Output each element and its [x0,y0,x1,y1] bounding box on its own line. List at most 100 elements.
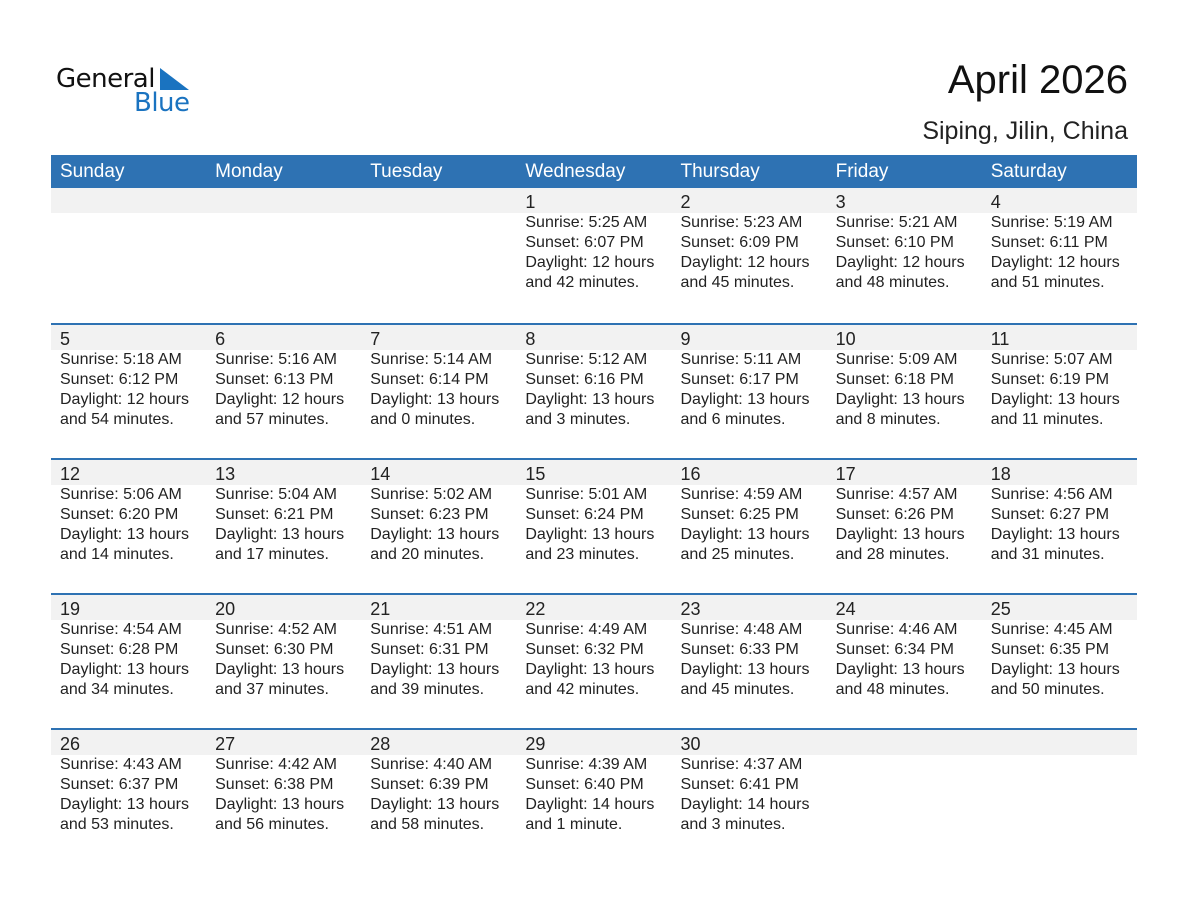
day-number: 21 [370,599,391,619]
sunset-text: Sunset: 6:16 PM [525,371,644,388]
day-number: 8 [525,329,536,349]
weekday-friday: Friday [835,161,889,182]
sunset-text: Sunset: 6:14 PM [370,371,489,388]
daylight-minutes-text: and 8 minutes. [835,411,941,428]
day-number: 16 [680,464,701,484]
sunset-text: Sunset: 6:18 PM [835,371,954,388]
sunrise-text: Sunrise: 5:12 AM [525,351,648,368]
sunrise-text: Sunrise: 5:11 AM [680,351,802,368]
daylight-minutes-text: and 37 minutes. [215,681,329,698]
day-number: 25 [990,599,1011,619]
day-number: 28 [370,734,391,754]
weekday-sunday: Sunday [60,161,125,182]
daylight-minutes-text: and 20 minutes. [370,546,485,563]
sunset-text: Sunset: 6:25 PM [680,506,799,523]
weekday-saturday: Saturday [990,161,1067,182]
sunset-text: Sunset: 6:30 PM [215,641,334,658]
daylight-text: Daylight: 13 hours [835,526,965,543]
sunset-text: Sunset: 6:34 PM [835,641,954,658]
daylight-text: Daylight: 12 hours [680,254,810,271]
sunrise-text: Sunrise: 5:06 AM [60,486,182,503]
daylight-minutes-text: and 39 minutes. [370,681,485,698]
daylight-text: Daylight: 13 hours [60,526,189,543]
day-cell: 1 Sunrise: 5:25 AM Sunset: 6:07 PM Daylight… [516,188,671,293]
sunset-text: Sunset: 6:28 PM [60,641,179,658]
logo-triangle-icon [160,68,189,90]
daylight-minutes-text: and 3 minutes. [525,411,631,428]
daylight-minutes-text: and 48 minutes. [835,274,950,291]
daylight-text: Daylight: 13 hours [680,391,810,408]
daylight-minutes-text: and 42 minutes. [525,274,640,291]
sunset-text: Sunset: 6:40 PM [525,776,644,793]
day-number: 30 [680,734,701,754]
daylight-minutes-text: and 14 minutes. [60,546,174,563]
day-cell: 26 Sunrise: 4:43 AM Sunset: 6:37 PM Dayligh… [51,730,206,835]
daylight-text: Daylight: 14 hours [680,796,810,813]
page-title: April 2026 [947,58,1128,102]
sunrise-text: Sunrise: 4:51 AM [370,621,493,638]
daylight-minutes-text: and 48 minutes. [835,681,950,698]
sunrise-text: Sunrise: 4:52 AM [215,621,337,638]
daylight-minutes-text: and 23 minutes. [525,546,640,563]
daylight-minutes-text: and 6 minutes. [680,411,786,428]
daylight-text: Daylight: 13 hours [60,796,189,813]
weekday-thursday: Thursday [680,161,760,182]
day-cell: 30 Sunrise: 4:37 AM Sunset: 6:41 PM Dayligh… [672,730,827,835]
day-cell: 19 Sunrise: 4:54 AM Sunset: 6:28 PM Dayligh… [51,595,206,700]
sunset-text: Sunset: 6:38 PM [215,776,334,793]
sunset-text: Sunset: 6:31 PM [370,641,489,658]
sunset-text: Sunset: 6:20 PM [60,506,179,523]
daylight-minutes-text: and 51 minutes. [990,274,1105,291]
daylight-minutes-text: and 56 minutes. [215,816,329,833]
daylight-text: Daylight: 13 hours [370,796,500,813]
day-number: 10 [835,329,856,349]
daylight-text: Daylight: 12 hours [990,254,1120,271]
daylight-text: Daylight: 13 hours [680,526,810,543]
daylight-text: Daylight: 12 hours [215,391,345,408]
daylight-text: Daylight: 13 hours [990,391,1120,408]
empty-cell [982,730,1137,835]
day-cell: 29 Sunrise: 4:39 AM Sunset: 6:40 PM Dayligh… [516,730,671,835]
sunset-text: Sunset: 6:27 PM [990,506,1110,523]
daylight-text: Daylight: 13 hours [835,391,965,408]
sunset-text: Sunset: 6:10 PM [835,234,954,251]
sunrise-text: Sunrise: 5:01 AM [525,486,648,503]
day-cell: 3 Sunrise: 5:21 AM Sunset: 6:10 PM Daylight… [827,188,982,293]
sunrise-text: Sunrise: 5:14 AM [370,351,493,368]
sunset-text: Sunset: 6:13 PM [215,371,334,388]
daylight-text: Daylight: 13 hours [835,661,965,678]
sunset-text: Sunset: 6:17 PM [680,371,799,388]
sunrise-text: Sunrise: 4:54 AM [60,621,182,638]
day-number: 1 [525,192,536,212]
day-cell: 20 Sunrise: 4:52 AM Sunset: 6:30 PM Dayligh… [206,595,361,700]
week-row: 1 Sunrise: 5:25 AM Sunset: 6:07 PM Daylight… [51,188,1137,323]
day-number: 27 [215,734,236,754]
sunrise-text: Sunrise: 5:02 AM [370,486,493,503]
day-cell: 25 Sunrise: 4:45 AM Sunset: 6:35 PM Dayligh… [982,595,1137,700]
day-cell: 6 Sunrise: 5:16 AM Sunset: 6:13 PM Daylight… [206,325,361,430]
daylight-minutes-text: and 45 minutes. [680,681,795,698]
day-cell: 5 Sunrise: 5:18 AM Sunset: 6:12 PM Daylight… [51,325,206,430]
day-cell: 11 Sunrise: 5:07 AM Sunset: 6:19 PM Dayligh… [982,325,1137,430]
day-number: 22 [525,599,546,619]
day-cell: 28 Sunrise: 4:40 AM Sunset: 6:39 PM Dayligh… [361,730,516,835]
sunrise-text: Sunrise: 4:45 AM [990,621,1113,638]
sunset-text: Sunset: 6:41 PM [680,776,799,793]
day-cell: 8 Sunrise: 5:12 AM Sunset: 6:16 PM Daylight… [516,325,671,430]
daylight-minutes-text: and 17 minutes. [215,546,329,563]
daylight-text: Daylight: 13 hours [370,391,500,408]
sunrise-text: Sunrise: 5:25 AM [525,214,648,231]
daylight-text: Daylight: 13 hours [215,661,345,678]
sunset-text: Sunset: 6:37 PM [60,776,179,793]
daylight-minutes-text: and 31 minutes. [990,546,1105,563]
daylight-minutes-text: and 53 minutes. [60,816,174,833]
daylight-text: Daylight: 13 hours [525,526,655,543]
day-number: 24 [835,599,856,619]
daylight-text: Daylight: 13 hours [60,661,189,678]
sunset-text: Sunset: 6:12 PM [60,371,179,388]
sunrise-text: Sunrise: 5:21 AM [835,214,958,231]
day-number: 15 [525,464,546,484]
daylight-text: Daylight: 13 hours [525,391,655,408]
daylight-text: Daylight: 13 hours [215,526,345,543]
sunrise-text: Sunrise: 4:56 AM [990,486,1113,503]
